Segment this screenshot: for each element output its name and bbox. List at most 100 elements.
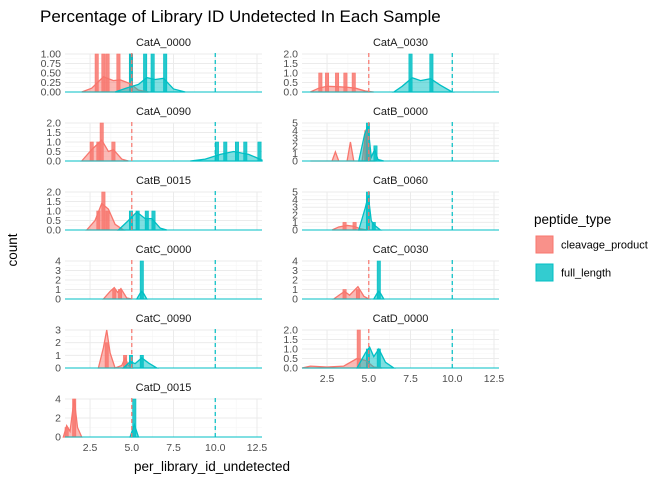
y-tick-label: 1 (55, 284, 61, 296)
y-tick-label: 1.0 (283, 68, 298, 80)
panel-strip-label: CatC_0030 (373, 244, 429, 256)
y-tick-label: 3 (55, 325, 61, 337)
y-tick-label: 1 (292, 217, 298, 229)
panel-catd-0000: CatD_0000 0.00.51.01.52.0 2.5 5.0 7.5 10.0 12.… (283, 313, 504, 385)
y-tick-label: 3 (292, 202, 298, 214)
y-tick-label: 2.0 (46, 118, 61, 130)
legend-items: cleavage_product full_length (535, 235, 648, 282)
y-tick-label: 1 (292, 148, 298, 160)
y-tick-label: 4 (292, 256, 298, 268)
y-tick-label: 2.0 (283, 325, 298, 337)
y-tick-label: 2 (55, 337, 61, 349)
density-curve-full-length (135, 290, 148, 300)
y-tick-label: 1 (55, 350, 61, 362)
density-curve-cleavage-product (85, 202, 126, 231)
x-axis-title: per_library_id_undetected (134, 459, 290, 474)
y-tick-label: 1.5 (46, 196, 61, 208)
legend-label: cleavage_product (561, 240, 648, 252)
y-tick-label: 0 (292, 294, 298, 306)
y-tick-label: 1.0 (283, 344, 298, 356)
panel-strip-label: CatC_0090 (136, 313, 192, 325)
x-tick-label: 2.5 (83, 442, 98, 454)
panel-strip-label: CatA_0000 (136, 37, 191, 49)
legend-title: peptide_type (534, 212, 611, 227)
y-tick-label: 3 (292, 265, 298, 277)
panel-cata-0090: CatA_0090 0.00.51.01.52.0 (46, 106, 263, 168)
y-tick-label: 4 (292, 194, 298, 206)
x-tick-label: 5.0 (361, 373, 376, 385)
y-tick-label: 1.5 (283, 334, 298, 346)
y-tick-label: 4 (55, 394, 61, 406)
panel-strip-label: CatC_0000 (136, 244, 192, 256)
y-tick-label: 0.5 (46, 146, 61, 158)
legend-swatch (535, 263, 554, 282)
legend-item-full-length: full_length (535, 263, 611, 282)
density-curve-full-length (391, 77, 455, 93)
y-tick-label: 2 (292, 140, 298, 152)
panel-cata-0030: CatA_0030 0.00.51.01.52.0 (283, 37, 499, 99)
panel-strip-label: CatA_0090 (136, 106, 191, 118)
panel-catb-0015: CatB_0015 0.00.51.01.52.0 (46, 175, 262, 237)
y-tick-label: 3 (292, 133, 298, 145)
x-tick-label: 12.5 (247, 442, 268, 454)
y-tick-label: 0.5 (46, 215, 61, 227)
y-tick-label: 2 (292, 275, 298, 287)
y-tick-label: 2.0 (283, 49, 298, 61)
x-tick-label: 10.0 (205, 442, 226, 454)
density-curve-full-length (114, 76, 186, 93)
y-tick-label: 0.0 (283, 363, 298, 375)
x-tick-label: 7.5 (166, 442, 181, 454)
panel-catd-0015: CatD_0015 0 2 4 2.5 5.0 7.5 10.0 12.5 (55, 382, 267, 454)
y-tick-label: 0.5 (283, 77, 298, 89)
x-tick-label: 7.5 (403, 373, 418, 385)
x-tick-label: 10.0 (442, 373, 463, 385)
x-tick-label: 12.5 (484, 373, 505, 385)
y-tick-label: 0.5 (283, 353, 298, 365)
y-tick-label: 0.0 (46, 225, 61, 237)
y-tick-label: 3 (55, 265, 61, 277)
panel-strip-label: CatD_0015 (136, 382, 192, 394)
y-tick-label: 1 (292, 284, 298, 296)
y-tick-label: 0 (55, 432, 61, 444)
density-curve-cleavage-product (80, 139, 129, 162)
y-tick-label: 2 (55, 413, 61, 425)
y-tick-label: 0 (55, 363, 61, 375)
y-tick-label: 0 (55, 294, 61, 306)
panel-strip-label: CatB_0060 (373, 175, 428, 187)
y-tick-label: 0.75 (41, 58, 62, 70)
panel-strip-label: CatB_0000 (373, 106, 428, 118)
panel-strip-label: CatB_0015 (136, 175, 191, 187)
density-curve-full-length (355, 345, 396, 369)
y-tick-label: 0.50 (41, 68, 62, 80)
x-tick-label: 2.5 (320, 373, 335, 385)
panel-strip-label: CatD_0000 (373, 313, 429, 325)
density-curve-full-length (357, 125, 384, 162)
y-tick-label: 2 (292, 209, 298, 221)
density-curve-cleavage-product (331, 285, 372, 300)
y-tick-label: 4 (292, 125, 298, 137)
legend-swatch (535, 235, 554, 254)
y-tick-label: 1.00 (41, 49, 62, 61)
y-tick-label: 2 (55, 275, 61, 287)
y-tick-label: 2.0 (46, 187, 61, 199)
y-tick-label: 1.0 (46, 206, 61, 218)
y-tick-label: 1.5 (283, 58, 298, 70)
y-tick-label: 0 (292, 225, 298, 237)
y-tick-label: 0.00 (41, 87, 62, 99)
y-tick-label: 1.5 (46, 127, 61, 139)
y-axis-title: count (5, 233, 20, 266)
facet-panels: CatA_00000.000.250.500.751.00CatA_00300.… (41, 37, 505, 454)
x-tick-label: 5.0 (124, 442, 139, 454)
y-tick-label: 0.0 (283, 87, 298, 99)
panel-strip-label: CatA_0030 (373, 37, 428, 49)
density-curve-full-length (372, 290, 385, 300)
y-tick-label: 1.0 (46, 137, 61, 149)
y-tick-label: 5 (292, 187, 298, 199)
y-tick-label: 0.25 (41, 77, 62, 89)
